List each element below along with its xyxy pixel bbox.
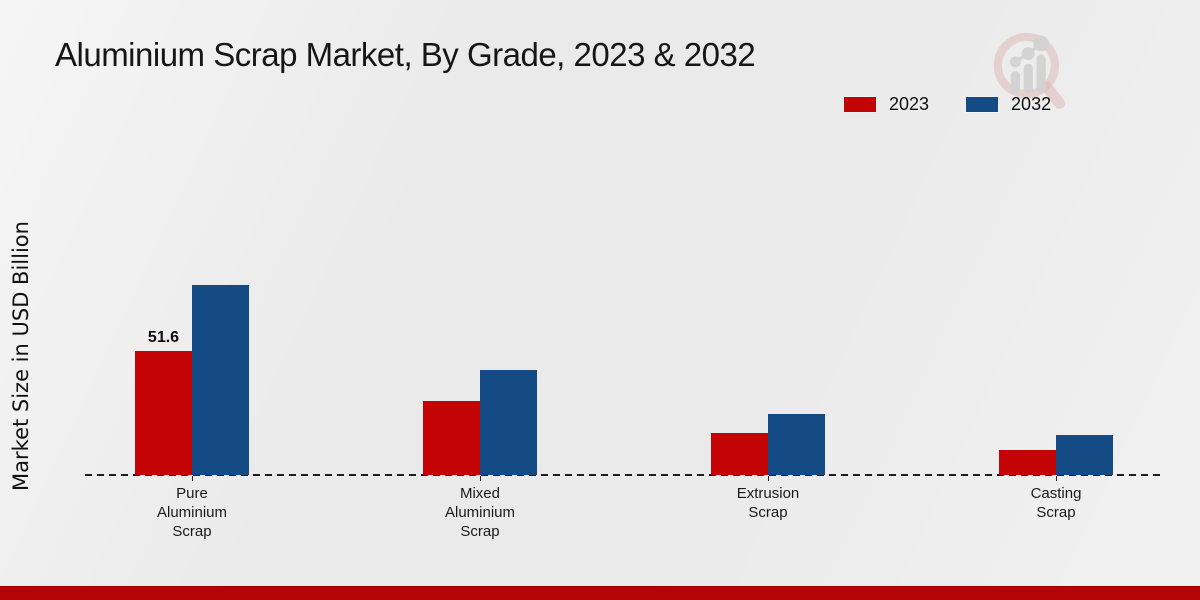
legend-label-2023: 2023	[889, 94, 930, 114]
bar-2032-pure-aluminium-scrap	[192, 285, 249, 475]
bar-2023-casting-scrap	[999, 450, 1056, 475]
x-axis-baseline	[85, 474, 1163, 476]
bar-2023-pure-aluminium-scrap	[135, 351, 192, 475]
category-label-pure-aluminium-scrap: Pure Aluminium Scrap	[156, 485, 228, 540]
x-axis-tick	[192, 476, 193, 481]
category-label-mixed-aluminium-scrap: Mixed Aluminium Scrap	[444, 485, 516, 540]
bar-value-label: 51.6	[147, 329, 180, 346]
legend: 2023 2032	[843, 94, 1051, 115]
bar-2032-casting-scrap	[1056, 435, 1113, 475]
x-axis-tick	[1056, 476, 1057, 481]
legend-item-2032: 2032	[965, 94, 1051, 115]
y-axis-title: Market Size in USD Billion	[9, 221, 33, 491]
category-label-casting-scrap: Casting Scrap	[1030, 485, 1082, 521]
bar-2023-extrusion-scrap	[711, 433, 768, 475]
chart-title: Aluminium Scrap Market, By Grade, 2023 &…	[55, 36, 756, 73]
magnifier-bar-chart-logo	[993, 32, 1066, 109]
legend-label-2032: 2032	[1011, 94, 1052, 114]
legend-swatch-2032	[965, 96, 1000, 113]
bar-2032-extrusion-scrap	[768, 414, 825, 475]
category-label-extrusion-scrap: Extrusion Scrap	[736, 485, 800, 521]
footer-stripe	[0, 586, 1200, 600]
legend-swatch-2023	[843, 96, 877, 113]
legend-item-2023: 2023	[843, 94, 929, 115]
x-axis-tick	[768, 476, 769, 481]
bar-2032-mixed-aluminium-scrap	[480, 370, 537, 475]
bar-2023-mixed-aluminium-scrap	[423, 401, 480, 475]
x-axis-tick	[480, 476, 481, 481]
logo-bars	[1009, 35, 1049, 94]
magnifier-ring	[993, 32, 1066, 109]
